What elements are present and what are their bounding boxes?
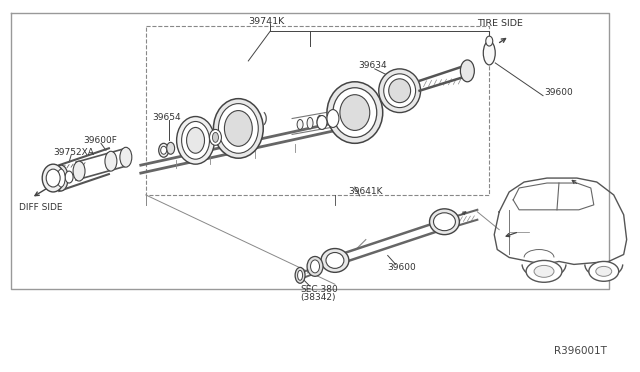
Text: (38342): (38342) [300,293,335,302]
Text: 39634: 39634 [358,61,387,70]
Text: 39600F: 39600F [83,136,117,145]
Ellipse shape [317,115,323,128]
Ellipse shape [57,169,65,187]
Text: 39600: 39600 [544,88,573,97]
Ellipse shape [307,118,313,129]
Ellipse shape [73,161,85,181]
Ellipse shape [327,82,383,143]
Ellipse shape [379,69,420,113]
Ellipse shape [339,111,345,127]
Ellipse shape [297,119,303,129]
Ellipse shape [218,104,259,153]
Ellipse shape [526,260,562,282]
Ellipse shape [166,142,175,154]
Ellipse shape [310,260,319,273]
Ellipse shape [295,267,305,283]
Text: 39741K: 39741K [248,17,285,26]
Ellipse shape [329,113,335,127]
Ellipse shape [54,165,68,191]
Ellipse shape [384,74,415,108]
Ellipse shape [105,151,117,171]
Ellipse shape [225,110,252,146]
Ellipse shape [161,146,166,154]
Ellipse shape [460,60,474,82]
Text: 39752XA: 39752XA [53,148,94,157]
Ellipse shape [65,171,73,183]
Text: 39600: 39600 [388,263,417,272]
Text: 39641K: 39641K [348,187,382,196]
Ellipse shape [212,132,218,142]
Ellipse shape [159,143,169,157]
Ellipse shape [483,41,495,65]
Ellipse shape [214,99,263,158]
Ellipse shape [596,266,612,276]
Ellipse shape [429,209,460,235]
Ellipse shape [307,256,323,276]
Text: DIFF SIDE: DIFF SIDE [19,203,63,212]
Ellipse shape [340,95,370,131]
Ellipse shape [433,213,456,231]
Ellipse shape [42,164,64,192]
Ellipse shape [589,262,619,281]
Ellipse shape [321,248,349,272]
Ellipse shape [187,128,205,153]
Ellipse shape [298,270,303,280]
Ellipse shape [182,122,209,159]
Ellipse shape [46,169,60,187]
Text: SEC.380: SEC.380 [300,285,338,294]
Ellipse shape [388,79,411,103]
Ellipse shape [209,129,221,145]
Text: TIRE SIDE: TIRE SIDE [477,19,523,28]
Ellipse shape [177,116,214,164]
Ellipse shape [327,110,339,128]
Ellipse shape [534,265,554,277]
Text: R396001T: R396001T [554,346,607,356]
Ellipse shape [317,116,327,129]
Ellipse shape [120,147,132,167]
Text: 39654: 39654 [153,113,181,122]
Ellipse shape [486,36,493,46]
Ellipse shape [326,253,344,268]
Ellipse shape [333,88,377,137]
